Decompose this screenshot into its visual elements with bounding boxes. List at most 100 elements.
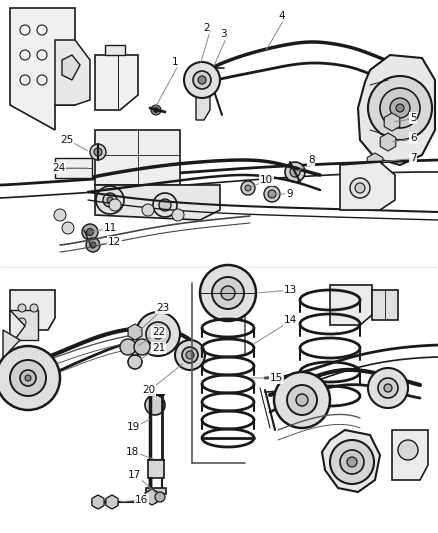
Circle shape [127, 339, 143, 355]
Circle shape [381, 135, 395, 149]
Circle shape [330, 440, 374, 484]
Circle shape [82, 224, 98, 240]
Circle shape [62, 222, 74, 234]
Polygon shape [146, 488, 166, 494]
Circle shape [155, 492, 165, 502]
Polygon shape [392, 430, 428, 480]
Text: 22: 22 [152, 327, 165, 337]
Circle shape [146, 322, 170, 346]
Polygon shape [95, 55, 138, 110]
Text: 8: 8 [308, 155, 314, 165]
Text: 6: 6 [410, 133, 417, 143]
Text: 20: 20 [142, 385, 155, 395]
Circle shape [200, 265, 256, 321]
Text: 19: 19 [127, 422, 140, 432]
Circle shape [340, 450, 364, 474]
Circle shape [90, 242, 96, 248]
Text: 25: 25 [60, 135, 73, 145]
Text: 21: 21 [152, 343, 165, 353]
Polygon shape [105, 45, 125, 55]
Polygon shape [128, 324, 142, 340]
Circle shape [221, 286, 235, 300]
Text: 14: 14 [284, 315, 297, 325]
Polygon shape [145, 489, 159, 505]
Circle shape [287, 385, 317, 415]
Text: 17: 17 [128, 470, 141, 480]
Circle shape [403, 76, 427, 100]
Circle shape [264, 186, 280, 202]
Text: 16: 16 [135, 495, 148, 505]
Circle shape [208, 70, 218, 80]
Circle shape [94, 148, 102, 156]
Circle shape [54, 209, 66, 221]
Polygon shape [372, 290, 398, 320]
Circle shape [20, 370, 36, 386]
Circle shape [142, 204, 154, 216]
Circle shape [96, 186, 124, 214]
Circle shape [0, 346, 60, 410]
Circle shape [92, 496, 104, 508]
Polygon shape [330, 285, 372, 325]
Circle shape [396, 104, 404, 112]
Circle shape [145, 490, 159, 504]
Circle shape [145, 395, 165, 415]
Text: 4: 4 [278, 11, 285, 21]
Polygon shape [92, 495, 104, 509]
Circle shape [151, 105, 161, 115]
Circle shape [153, 193, 177, 217]
Circle shape [18, 318, 26, 326]
Polygon shape [3, 330, 20, 358]
Circle shape [106, 496, 118, 508]
Polygon shape [148, 460, 164, 478]
Circle shape [212, 277, 244, 309]
Text: 12: 12 [108, 237, 121, 247]
Circle shape [120, 339, 136, 355]
Circle shape [172, 209, 184, 221]
Text: 1: 1 [172, 57, 179, 67]
Circle shape [390, 98, 410, 118]
Polygon shape [340, 162, 395, 210]
Circle shape [86, 238, 100, 252]
Polygon shape [10, 310, 25, 346]
Circle shape [136, 312, 180, 356]
Circle shape [241, 181, 255, 195]
Text: 13: 13 [284, 285, 297, 295]
Polygon shape [95, 130, 180, 185]
Polygon shape [322, 430, 380, 492]
Text: 3: 3 [220, 29, 226, 39]
Circle shape [398, 440, 418, 460]
Circle shape [389, 119, 395, 125]
Circle shape [245, 185, 251, 191]
Circle shape [153, 329, 163, 339]
Circle shape [410, 83, 420, 93]
Circle shape [86, 229, 93, 236]
Circle shape [198, 76, 206, 84]
Circle shape [90, 144, 106, 160]
Circle shape [128, 355, 142, 369]
Circle shape [368, 368, 408, 408]
Circle shape [368, 76, 432, 140]
Circle shape [368, 155, 382, 169]
Text: 15: 15 [270, 373, 283, 383]
Circle shape [153, 108, 159, 112]
Text: 18: 18 [126, 447, 139, 457]
Text: 10: 10 [260, 175, 273, 185]
Circle shape [182, 347, 198, 363]
Polygon shape [384, 113, 400, 131]
Circle shape [193, 71, 211, 89]
Circle shape [103, 193, 117, 207]
Polygon shape [358, 55, 435, 165]
Circle shape [25, 375, 31, 381]
Circle shape [129, 326, 141, 338]
Circle shape [274, 372, 330, 428]
Polygon shape [55, 40, 90, 105]
Circle shape [285, 162, 305, 182]
Polygon shape [367, 153, 383, 171]
Circle shape [384, 384, 392, 392]
Circle shape [159, 199, 171, 211]
Polygon shape [10, 310, 38, 340]
Polygon shape [10, 8, 75, 130]
Circle shape [109, 199, 121, 211]
Polygon shape [62, 55, 80, 80]
Polygon shape [380, 133, 396, 151]
